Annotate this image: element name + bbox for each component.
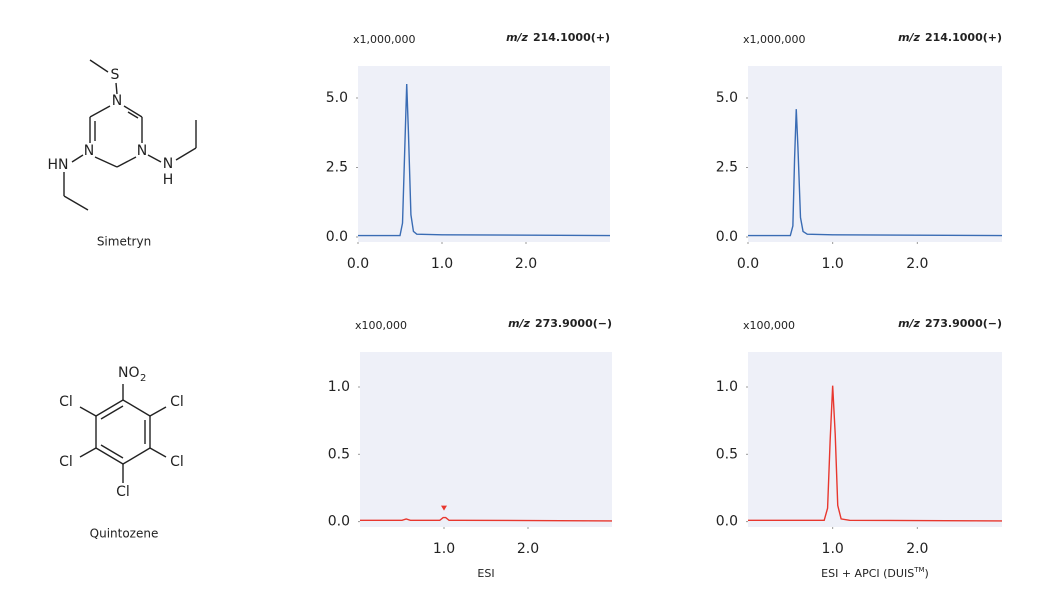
y-tick-label: 0.0 xyxy=(328,514,350,530)
bond xyxy=(116,156,137,168)
chromatogram-line xyxy=(748,385,1003,522)
caption-superscript: TM xyxy=(913,566,924,574)
y-tick-label: 2.5 xyxy=(716,159,738,175)
compound-name: Simetryn xyxy=(97,235,151,249)
y-tick-label: 0.0 xyxy=(716,229,738,245)
y-tick-label: 5.0 xyxy=(716,90,738,106)
caption-text: ESI xyxy=(477,567,494,580)
mz-label: m/z xyxy=(898,317,920,330)
multiplier: x100,000 xyxy=(743,319,795,332)
atom: Cl xyxy=(59,394,73,410)
bond xyxy=(127,111,139,119)
ion-label: m/z 273.9000(−) xyxy=(898,317,1002,330)
atom: N xyxy=(137,143,147,159)
atom-subscript: 2 xyxy=(140,373,146,384)
plot-area xyxy=(748,352,1002,527)
quintozene-structure: NO 2 Cl Cl Cl Cl Cl xyxy=(59,365,184,500)
caption-text: ESI + APCI (DUIS xyxy=(821,567,914,580)
bond xyxy=(149,406,167,417)
atom: Cl xyxy=(170,454,184,470)
atom: S xyxy=(111,67,120,83)
mz-label: m/z xyxy=(506,31,528,44)
bond xyxy=(100,405,124,420)
bond xyxy=(123,105,143,118)
ion-label: m/z 273.9000(−) xyxy=(508,317,612,330)
multiplier: x1,000,000 xyxy=(353,33,416,46)
bond xyxy=(89,105,111,118)
bond xyxy=(95,399,124,417)
x-tick-label: 2.0 xyxy=(906,256,928,272)
bond xyxy=(79,447,97,458)
caption: ESI + APCI (DUISTM) xyxy=(821,566,929,580)
bond xyxy=(122,399,151,417)
bond xyxy=(149,447,167,458)
plot-area xyxy=(360,352,612,527)
y-tick-label: 5.0 xyxy=(326,90,348,106)
y-tick-label: 0.0 xyxy=(326,229,348,245)
multiplier: x1,000,000 xyxy=(743,33,806,46)
atom: Cl xyxy=(116,484,130,500)
bond xyxy=(79,406,97,417)
atom: N xyxy=(84,143,94,159)
bond xyxy=(147,154,162,163)
bond xyxy=(94,156,118,168)
bond xyxy=(71,154,84,163)
x-tick-label: 1.0 xyxy=(822,256,844,272)
atom: NO xyxy=(118,365,140,381)
chromatogram-line xyxy=(360,516,613,522)
plot-area xyxy=(748,66,1002,242)
atom: Cl xyxy=(59,454,73,470)
ion-mass: 273.9000(−) xyxy=(535,317,612,330)
chromatogram-line xyxy=(748,109,1003,237)
atom: N xyxy=(163,156,173,172)
x-tick-label: 1.0 xyxy=(433,541,455,557)
ion-mass: 273.9000(−) xyxy=(925,317,1002,330)
ion-label: m/z 214.1000(+) xyxy=(898,31,1002,44)
chromatogram-line xyxy=(358,84,611,237)
bond xyxy=(63,195,89,211)
y-tick-label: 1.0 xyxy=(328,379,350,395)
ion-mass: 214.1000(+) xyxy=(925,31,1002,44)
caption: ESI xyxy=(477,567,494,580)
peak-marker xyxy=(441,505,447,511)
bond xyxy=(115,82,118,95)
y-tick-label: 0.5 xyxy=(716,446,738,462)
bond xyxy=(89,59,109,73)
y-tick-label: 1.0 xyxy=(716,379,738,395)
x-tick-label: 2.0 xyxy=(515,256,537,272)
atom: H xyxy=(163,172,174,188)
x-tick-label: 2.0 xyxy=(517,541,539,557)
bond xyxy=(175,147,197,161)
ion-mass: 214.1000(+) xyxy=(533,31,610,44)
x-tick-label: 1.0 xyxy=(822,541,844,557)
x-tick-label: 0.0 xyxy=(737,256,759,272)
mz-label: m/z xyxy=(898,31,920,44)
multiplier: x100,000 xyxy=(355,319,407,332)
x-tick-label: 0.0 xyxy=(347,256,369,272)
y-tick-label: 0.0 xyxy=(716,514,738,530)
atom: Cl xyxy=(170,394,184,410)
atom: N xyxy=(112,93,122,109)
bond xyxy=(122,447,151,465)
plot-area xyxy=(358,66,610,242)
bond xyxy=(95,447,124,465)
atom: HN xyxy=(48,157,69,173)
y-tick-label: 2.5 xyxy=(326,159,348,175)
mz-label: m/z xyxy=(508,317,530,330)
x-tick-label: 1.0 xyxy=(431,256,453,272)
y-tick-label: 0.5 xyxy=(328,446,350,462)
x-tick-label: 2.0 xyxy=(906,541,928,557)
caption-text: ) xyxy=(925,567,929,580)
bond xyxy=(100,444,124,459)
simetryn-structure: S N N N HN N H xyxy=(48,59,197,211)
ion-label: m/z 214.1000(+) xyxy=(506,31,610,44)
compound-name: Quintozene xyxy=(90,527,159,541)
